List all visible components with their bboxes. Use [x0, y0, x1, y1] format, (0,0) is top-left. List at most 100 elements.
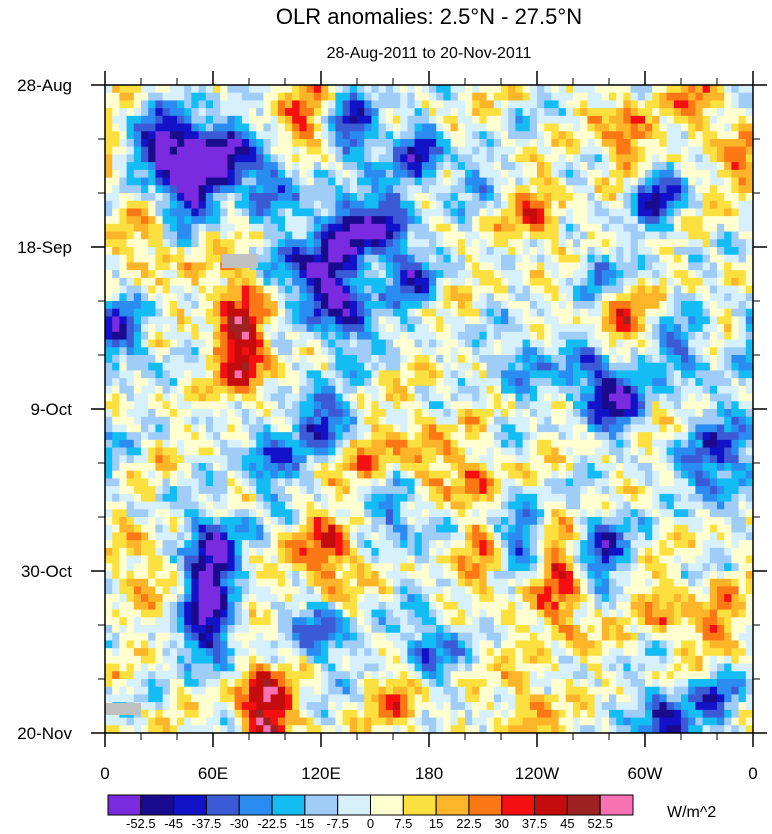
heatmap-cell: [429, 293, 437, 302]
heatmap-cell: [213, 270, 221, 279]
heatmap-cell: [443, 85, 452, 94]
heatmap-cell: [277, 231, 286, 240]
heatmap-cell: [112, 100, 120, 109]
heatmap-cell: [580, 362, 588, 372]
heatmap-cell: [695, 162, 704, 171]
heatmap-cell: [681, 169, 689, 179]
heatmap-cell: [414, 493, 423, 503]
heatmap-cell: [421, 193, 430, 202]
heatmap-cell: [364, 432, 372, 441]
heatmap-cell: [162, 308, 171, 318]
heatmap-cell: [263, 231, 272, 240]
heatmap-cell: [515, 324, 524, 333]
heatmap-cell: [256, 370, 264, 379]
heatmap-cell: [745, 285, 753, 294]
heatmap-cell: [313, 200, 322, 210]
heatmap-cell: [457, 108, 466, 117]
heatmap-cell: [717, 486, 725, 495]
heatmap-cell: [551, 324, 560, 333]
heatmap-cell: [191, 254, 200, 264]
heatmap-cell: [738, 193, 747, 202]
heatmap-cell: [573, 370, 581, 379]
heatmap-cell: [443, 478, 452, 487]
heatmap-cell: [457, 285, 466, 294]
heatmap-cell: [371, 146, 380, 156]
heatmap-cell: [565, 362, 574, 372]
heatmap-cell: [119, 223, 128, 233]
heatmap-cell: [357, 409, 365, 418]
heatmap-cell: [141, 239, 149, 248]
heatmap-cell: [717, 177, 725, 186]
heatmap-cell: [349, 470, 358, 480]
heatmap-cell: [133, 208, 142, 217]
heatmap-cell: [472, 208, 480, 217]
heatmap-cell: [184, 447, 192, 456]
heatmap-cell: [155, 216, 164, 225]
heatmap-cell: [148, 262, 156, 271]
heatmap-cell: [321, 293, 329, 302]
heatmap-cell: [299, 146, 308, 156]
heatmap-cell: [313, 324, 322, 333]
heatmap-cell: [421, 177, 430, 186]
heatmap-cell: [501, 169, 509, 179]
heatmap-cell: [277, 416, 286, 426]
heatmap-cell: [745, 270, 753, 279]
heatmap-cell: [724, 216, 732, 225]
heatmap-cell: [234, 154, 243, 163]
heatmap-cell: [652, 254, 660, 264]
heatmap-cell: [522, 355, 531, 364]
heatmap-cell: [393, 409, 401, 418]
heatmap-cell: [522, 123, 531, 132]
heatmap-cell: [623, 92, 632, 102]
heatmap-cell: [112, 285, 120, 294]
heatmap-cell: [342, 162, 351, 171]
heatmap-cell: [364, 416, 372, 426]
heatmap-cell: [126, 216, 135, 225]
heatmap-cell: [688, 347, 696, 356]
heatmap-cell: [292, 277, 300, 287]
heatmap-cell: [702, 285, 711, 294]
heatmap-cell: [637, 239, 646, 248]
heatmap-cell: [234, 85, 243, 94]
heatmap-cell: [277, 200, 286, 210]
heatmap-cell: [472, 339, 480, 348]
heatmap-cell: [429, 316, 437, 325]
heatmap-cell: [551, 339, 560, 348]
heatmap-cell: [292, 393, 300, 402]
heatmap-cell: [465, 277, 473, 287]
heatmap-cell: [465, 316, 473, 325]
heatmap-cell: [709, 447, 718, 456]
heatmap-cell: [421, 331, 430, 341]
heatmap-cell: [213, 277, 221, 287]
heatmap-cell: [299, 478, 308, 487]
heatmap-cell: [220, 316, 228, 325]
heatmap-cell: [472, 439, 480, 449]
heatmap-cell: [673, 100, 682, 109]
heatmap-cell: [544, 247, 552, 256]
heatmap-cell: [551, 424, 560, 433]
heatmap-cell: [681, 123, 689, 132]
heatmap-cell: [702, 169, 711, 179]
heatmap-cell: [335, 362, 344, 372]
heatmap-cell: [371, 370, 380, 379]
heatmap-cell: [652, 493, 660, 503]
heatmap-cell: [126, 378, 135, 387]
heatmap-cell: [717, 455, 725, 464]
heatmap-cell: [148, 239, 156, 248]
heatmap-cell: [695, 185, 704, 194]
heatmap-cell: [256, 223, 264, 233]
heatmap-cell: [450, 447, 459, 456]
heatmap-cell: [220, 370, 228, 379]
heatmap-cell: [270, 100, 279, 109]
heatmap-cell: [587, 362, 596, 372]
heatmap-cell: [457, 432, 466, 441]
heatmap-cell: [515, 239, 524, 248]
heatmap-cell: [263, 223, 272, 233]
heatmap-cell: [645, 409, 653, 418]
heatmap-cell: [558, 285, 567, 294]
heatmap-cell: [551, 501, 560, 510]
heatmap-cell: [400, 478, 408, 487]
heatmap-cell: [601, 324, 610, 333]
heatmap-cell: [587, 416, 596, 426]
heatmap-cell: [393, 231, 401, 240]
